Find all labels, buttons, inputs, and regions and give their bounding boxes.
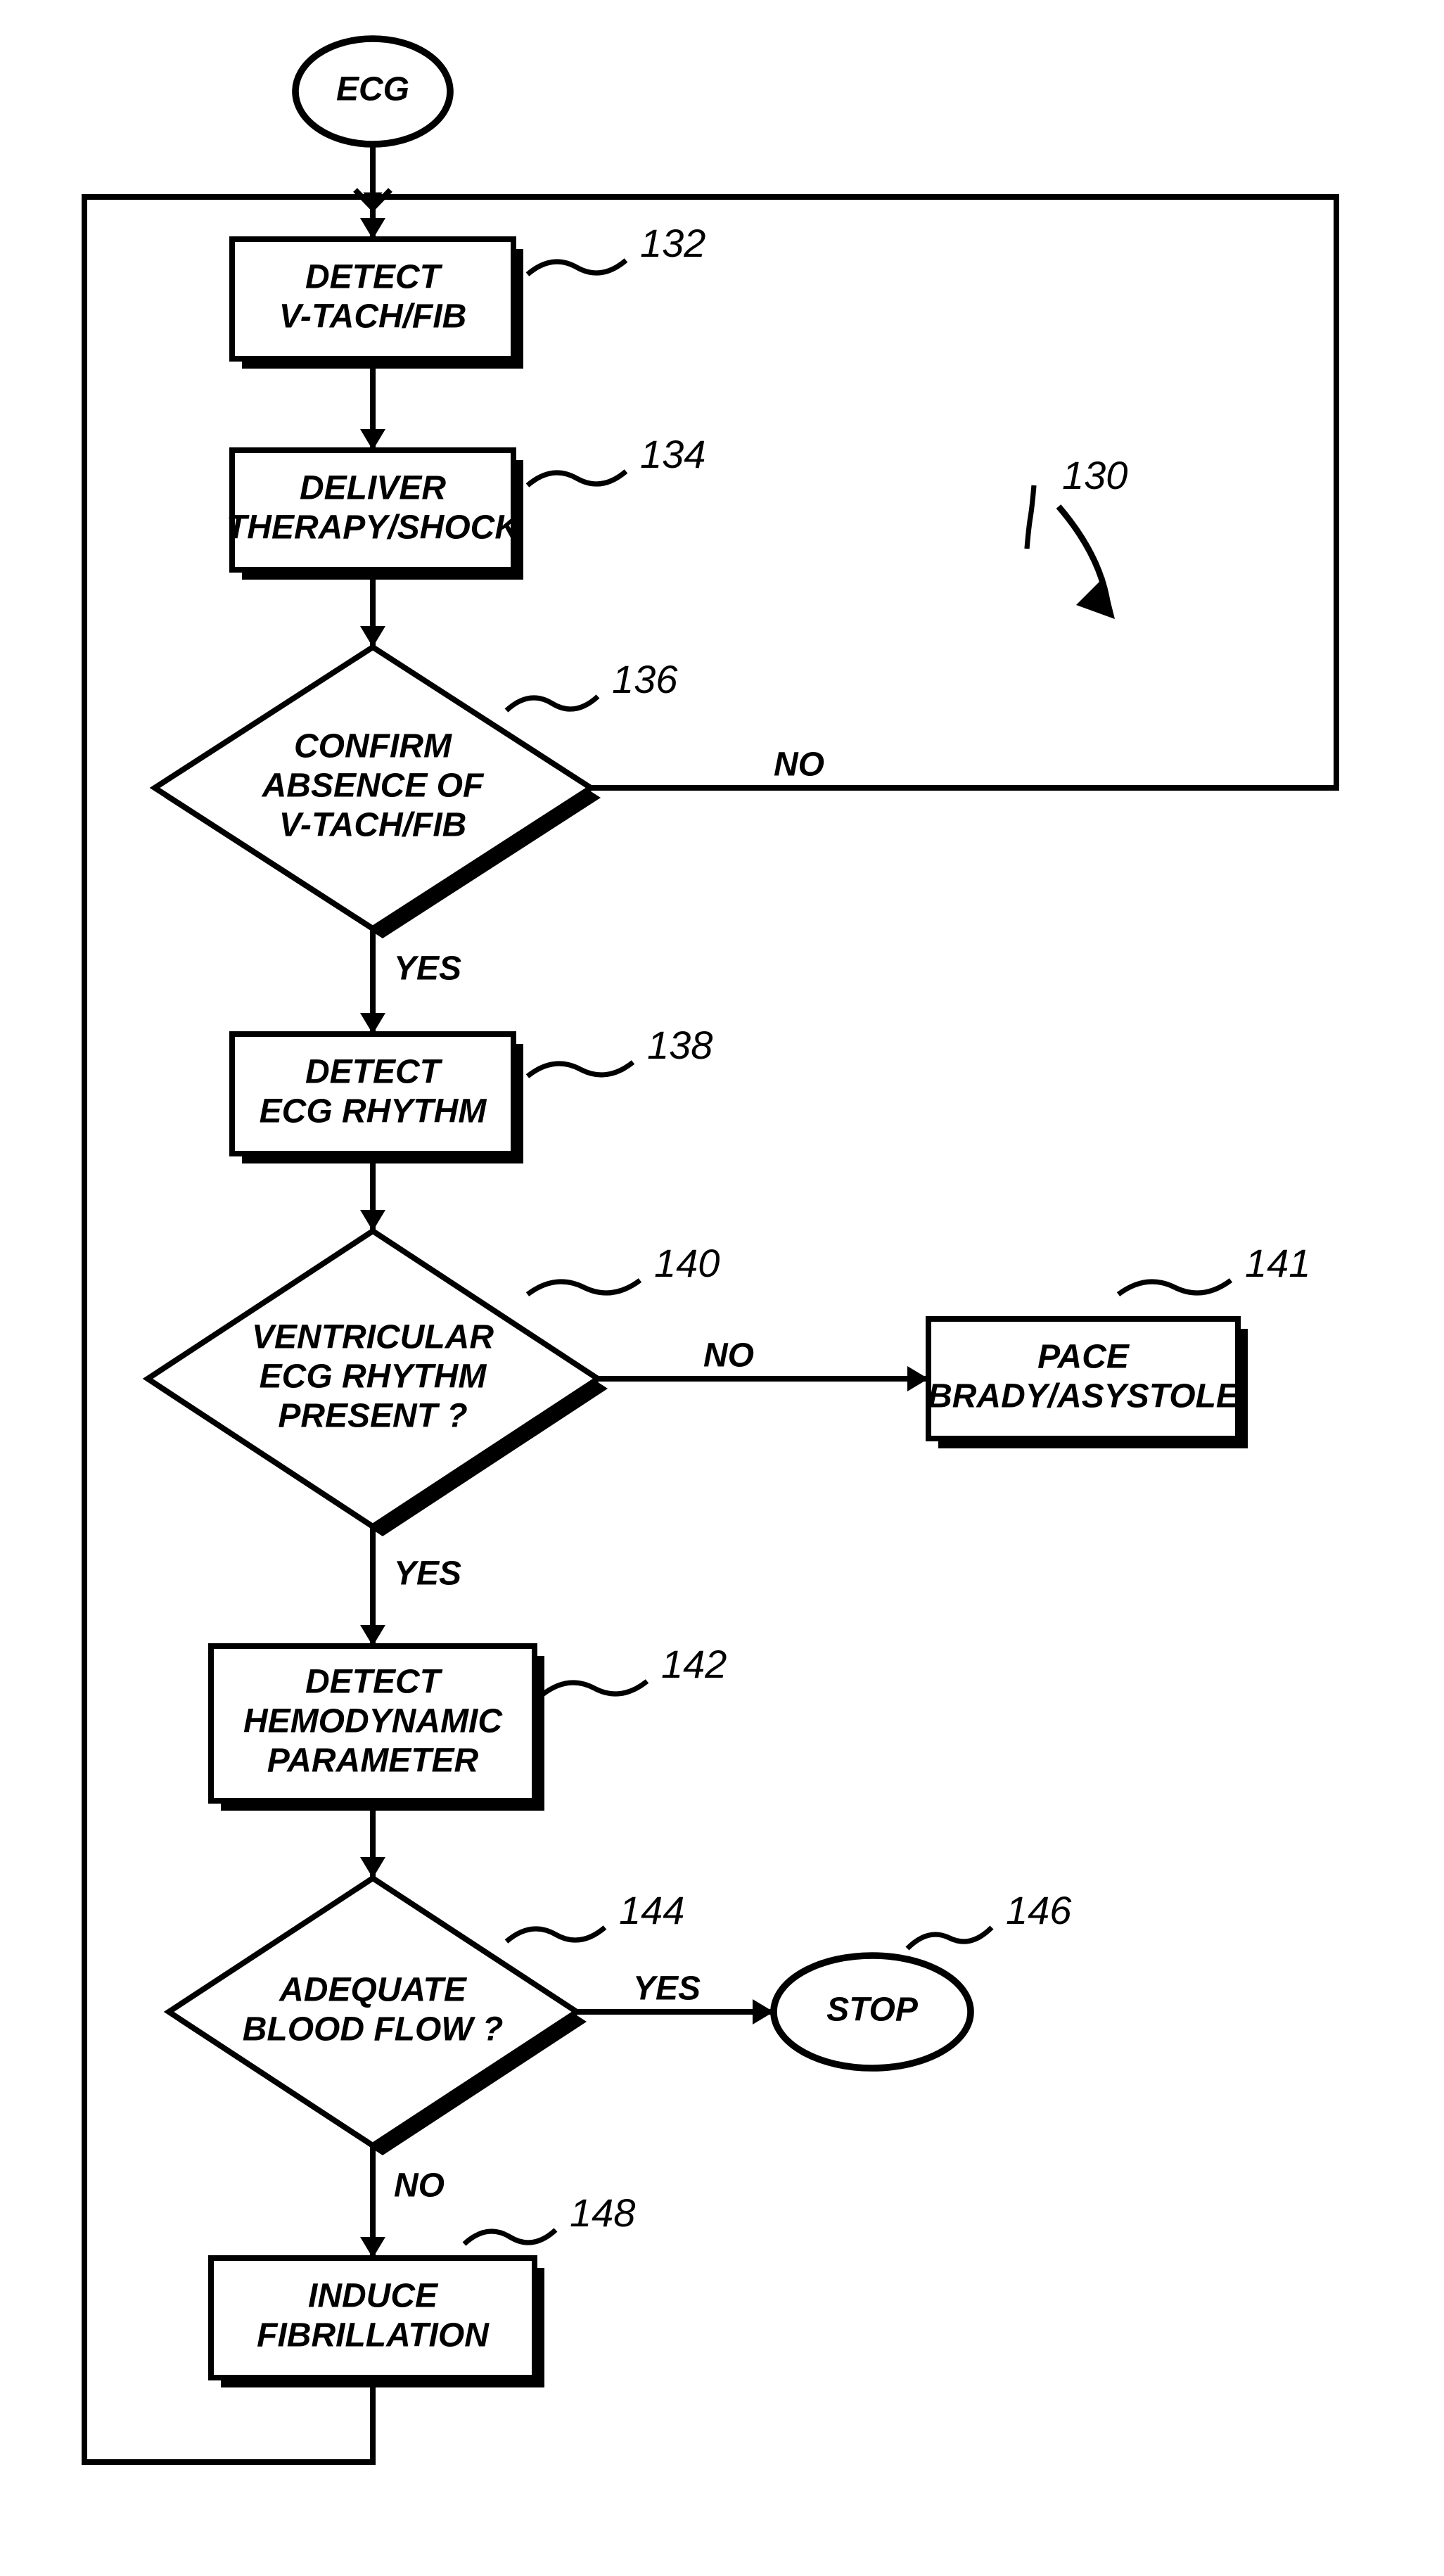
label-l141: 141 [1245,1241,1310,1285]
leader-l148 [464,2230,556,2244]
label-l136: 136 [612,657,678,701]
edge-label-136_yes_138: YES [394,950,461,988]
svg-text:DETECT: DETECT [305,1664,443,1701]
edge-label-140_yes_142: YES [394,1555,461,1593]
svg-text:V-TACH/FIB: V-TACH/FIB [279,298,467,336]
svg-text:INDUCE: INDUCE [308,2278,439,2315]
leader-l130 [1027,485,1034,549]
svg-text:FIBRILLATION: FIBRILLATION [257,2317,490,2354]
label-l138: 138 [647,1023,713,1067]
svg-text:STOP: STOP [826,1991,919,2029]
svg-text:PARAMETER: PARAMETER [267,1742,479,1780]
svg-text:BRADY/ASYSTOLE: BRADY/ASYSTOLE [928,1378,1240,1415]
svg-text:BLOOD FLOW ?: BLOOD FLOW ? [243,2011,504,2048]
edge-label-140_no_141: NO [703,1337,754,1375]
svg-text:PACE: PACE [1037,1339,1130,1376]
leader-l142 [542,1681,647,1695]
label-l130: 130 [1062,453,1127,497]
leader-l144 [506,1927,605,1941]
svg-text:DETECT: DETECT [305,1054,443,1091]
svg-text:ABSENCE OF: ABSENCE OF [262,767,485,805]
svg-text:DETECT: DETECT [305,259,443,296]
leader-l134 [528,471,626,485]
edge-label-136_no_loop: NO [774,746,824,784]
leader-l138 [528,1062,633,1076]
svg-text:PRESENT ?: PRESENT ? [278,1398,467,1435]
svg-text:ECG RHYTHM: ECG RHYTHM [260,1093,487,1130]
label-l134: 134 [640,432,705,476]
svg-text:ECG RHYTHM: ECG RHYTHM [260,1358,487,1396]
label-l148: 148 [570,2191,635,2235]
label-l140: 140 [654,1241,720,1285]
leader-l136 [506,696,598,710]
svg-text:ADEQUATE: ADEQUATE [279,1972,468,2009]
svg-text:VENTRICULAR: VENTRICULAR [252,1319,494,1356]
label-l132: 132 [640,221,705,265]
label-l144: 144 [619,1888,684,1932]
leader-l132 [528,260,626,274]
label-l142: 142 [661,1642,727,1686]
leader-l146 [907,1927,992,1949]
svg-text:THERAPY/SHOCK: THERAPY/SHOCK [226,509,521,547]
edge-label-144_no_148: NO [394,2167,445,2205]
svg-text:HEMODYNAMIC: HEMODYNAMIC [243,1703,503,1740]
edge-label-144_yes_146: YES [633,1970,701,2008]
label-l146: 146 [1006,1888,1072,1932]
svg-text:CONFIRM: CONFIRM [294,728,452,765]
svg-text:V-TACH/FIB: V-TACH/FIB [279,807,467,844]
leader-l141 [1118,1280,1231,1294]
svg-text:ECG: ECG [336,71,409,108]
svg-text:DELIVER: DELIVER [300,470,446,507]
leader-l140 [528,1280,640,1294]
